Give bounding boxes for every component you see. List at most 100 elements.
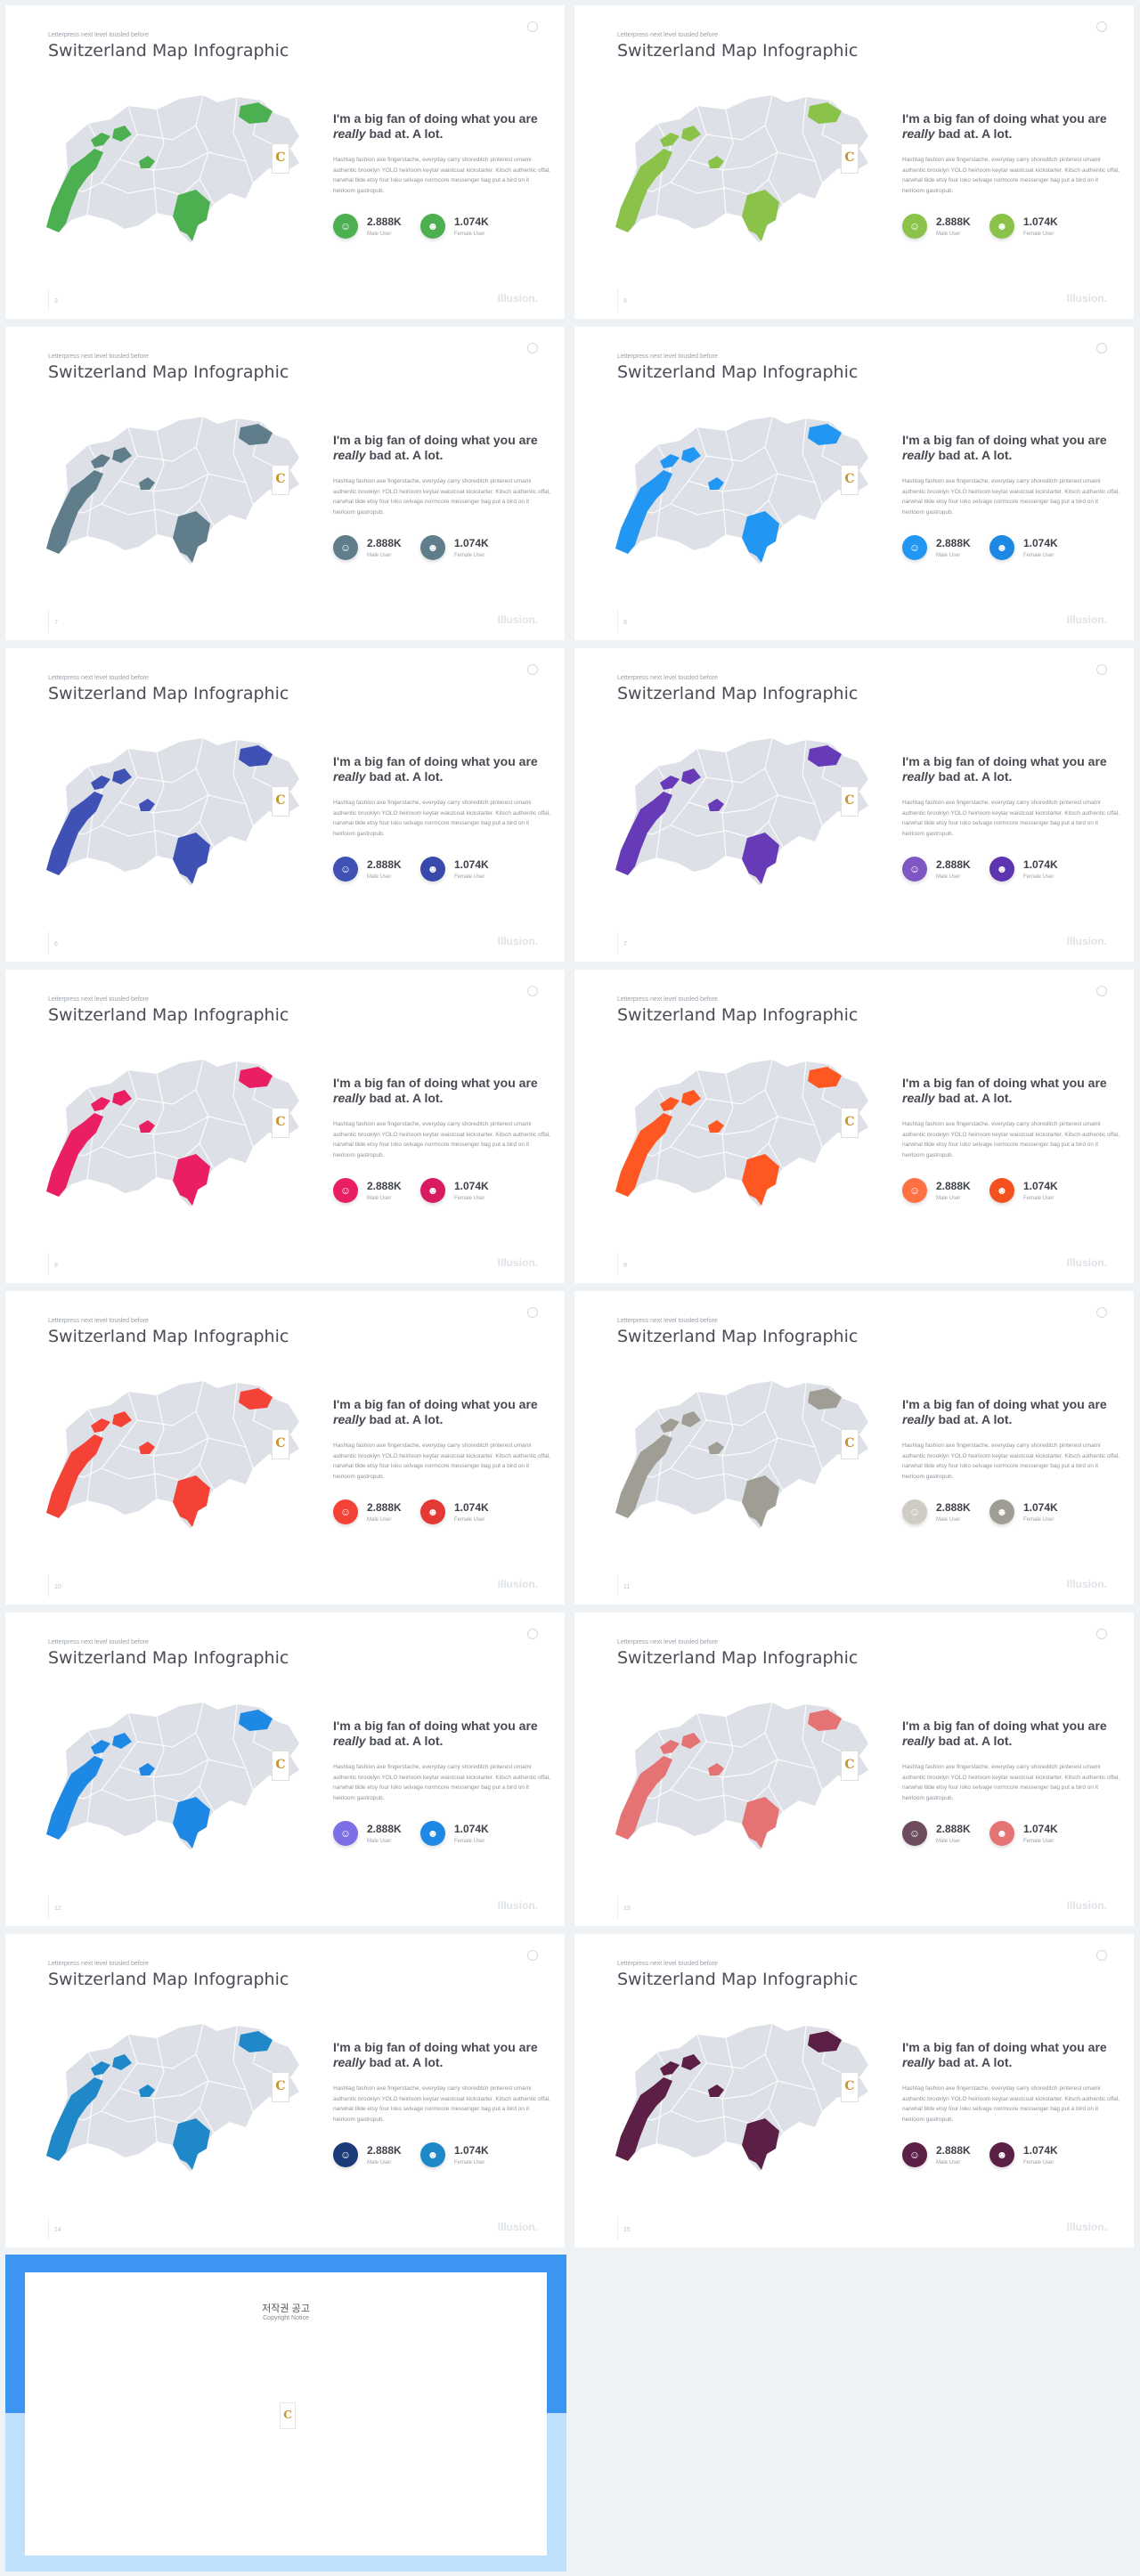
male-user-icon: ☺: [902, 214, 927, 239]
page-number: 12: [54, 1906, 61, 1912]
stat-label: Male User: [367, 874, 392, 880]
brand-logo: Illusion.: [497, 614, 538, 626]
male-user-icon: ☺: [333, 1821, 358, 1846]
footer-divider: [48, 1574, 49, 1597]
switzerland-map: [46, 1380, 299, 1529]
stat-label: Female User: [454, 1196, 485, 1201]
male-user-icon: ☺: [333, 1178, 358, 1203]
female-user-icon: ☻: [989, 535, 1014, 560]
brand-logo: Illusion.: [1066, 935, 1107, 947]
stat-label: Male User: [367, 2160, 392, 2166]
female-user-icon: ☻: [989, 2142, 1014, 2167]
stat-value: 1.074K: [1023, 2144, 1058, 2157]
page-number: 14: [54, 2227, 61, 2233]
corner-circle-icon: [1096, 664, 1107, 675]
slide-body-text: Hashtag fashion axe fingerstache, everyd…: [333, 1442, 550, 1480]
corner-circle-icon: [527, 1629, 538, 1639]
corner-circle-icon: [527, 21, 538, 32]
slide-headline: I'm a big fan of doing what you are real…: [333, 1076, 538, 1105]
slide-title: Switzerland Map Infographic: [48, 1648, 289, 1668]
slide-card: Letterpress next level tousled before Sw…: [574, 327, 1134, 640]
brand-logo: Illusion.: [1066, 1578, 1107, 1590]
male-user-icon: ☺: [902, 535, 927, 560]
slide-kicker: Letterpress next level tousled before: [617, 996, 718, 1003]
logo-badge-icon: C: [841, 786, 859, 817]
switzerland-map: [615, 416, 868, 565]
slide-headline: I'm a big fan of doing what you are real…: [333, 1397, 538, 1426]
footer-divider: [48, 1253, 49, 1276]
male-user-icon: ☺: [902, 1499, 927, 1524]
corner-circle-icon: [1096, 21, 1107, 32]
stat-value: 2.888K: [367, 1501, 402, 1514]
switzerland-map: [615, 1702, 868, 1850]
slide-body-text: Hashtag fashion axe fingerstache, everyd…: [333, 157, 550, 194]
stat-label: Male User: [936, 1196, 961, 1201]
footer-divider: [617, 1253, 618, 1276]
stat-value: 1.074K: [454, 1501, 489, 1514]
slide-headline: I'm a big fan of doing what you are real…: [333, 2040, 538, 2069]
stat-label: Male User: [367, 1517, 392, 1523]
brand-logo: Illusion.: [497, 1256, 538, 1269]
stat-value: 2.888K: [367, 537, 402, 549]
corner-circle-icon: [527, 986, 538, 996]
slide-kicker: Letterpress next level tousled before: [617, 1318, 718, 1324]
stat-label: Male User: [936, 553, 961, 558]
corner-circle-icon: [1096, 1629, 1107, 1639]
slide-card: Letterpress next level tousled before Sw…: [574, 1291, 1134, 1605]
slide-title: Switzerland Map Infographic: [48, 684, 289, 703]
slide-kicker: Letterpress next level tousled before: [48, 1961, 149, 1967]
stat-value: 2.888K: [936, 1823, 971, 1835]
corner-circle-icon: [527, 1307, 538, 1318]
page-number: 9: [623, 1263, 627, 1269]
footer-divider: [48, 610, 49, 633]
switzerland-map: [615, 1380, 868, 1529]
switzerland-map: [46, 737, 299, 886]
slide-card: Letterpress next level tousled before Sw…: [5, 1291, 565, 1605]
switzerland-map: [46, 1059, 299, 1207]
stat-value: 1.074K: [1023, 1180, 1058, 1192]
slide-kicker: Letterpress next level tousled before: [48, 675, 149, 681]
copyright-card: 저작권 공고 Copyright Notice C: [25, 2272, 547, 2556]
logo-badge-icon: C: [272, 2072, 289, 2102]
slide-card: Letterpress next level tousled before Sw…: [574, 970, 1134, 1283]
slide-kicker: Letterpress next level tousled before: [48, 996, 149, 1003]
page-number: 15: [623, 2227, 631, 2233]
slide-headline: I'm a big fan of doing what you are real…: [333, 1719, 538, 1748]
slide-body-text: Hashtag fashion axe fingerstache, everyd…: [333, 1121, 550, 1158]
logo-badge-icon: C: [272, 1108, 289, 1138]
slide-headline: I'm a big fan of doing what you are real…: [902, 754, 1107, 784]
stat-value: 1.074K: [1023, 537, 1058, 549]
stat-value: 1.074K: [454, 1180, 489, 1192]
slide-card: Letterpress next level tousled before Sw…: [5, 970, 565, 1283]
stat-label: Male User: [367, 553, 392, 558]
male-user-icon: ☺: [333, 857, 358, 882]
slide-card: Letterpress next level tousled before Sw…: [5, 5, 565, 319]
stat-label: Female User: [454, 1839, 485, 1844]
stat-label: Male User: [936, 232, 961, 237]
female-user-icon: ☻: [420, 2142, 445, 2167]
slide-headline: I'm a big fan of doing what you are real…: [902, 1719, 1107, 1748]
slide-title: Switzerland Map Infographic: [617, 1327, 859, 1346]
slide-headline: I'm a big fan of doing what you are real…: [902, 111, 1107, 141]
female-user-icon: ☻: [989, 1499, 1014, 1524]
brand-logo: Illusion.: [1066, 614, 1107, 626]
slide-title: Switzerland Map Infographic: [617, 1005, 859, 1025]
stat-label: Female User: [1023, 1839, 1054, 1844]
page-number: 3: [54, 298, 58, 305]
male-user-icon: ☺: [333, 214, 358, 239]
female-user-icon: ☻: [989, 1178, 1014, 1203]
slide-kicker: Letterpress next level tousled before: [48, 32, 149, 38]
copyright-panel: 저작권 공고 Copyright Notice C: [5, 2255, 566, 2572]
switzerland-map: [615, 94, 868, 243]
female-user-icon: ☻: [420, 535, 445, 560]
corner-circle-icon: [527, 664, 538, 675]
stat-value: 2.888K: [367, 1180, 402, 1192]
footer-divider: [48, 931, 49, 955]
switzerland-map: [615, 1059, 868, 1207]
stat-label: Female User: [1023, 2160, 1054, 2166]
slide-kicker: Letterpress next level tousled before: [617, 1961, 718, 1967]
stat-value: 1.074K: [454, 537, 489, 549]
footer-divider: [617, 2217, 618, 2240]
male-user-icon: ☺: [333, 2142, 358, 2167]
slide-kicker: Letterpress next level tousled before: [617, 675, 718, 681]
